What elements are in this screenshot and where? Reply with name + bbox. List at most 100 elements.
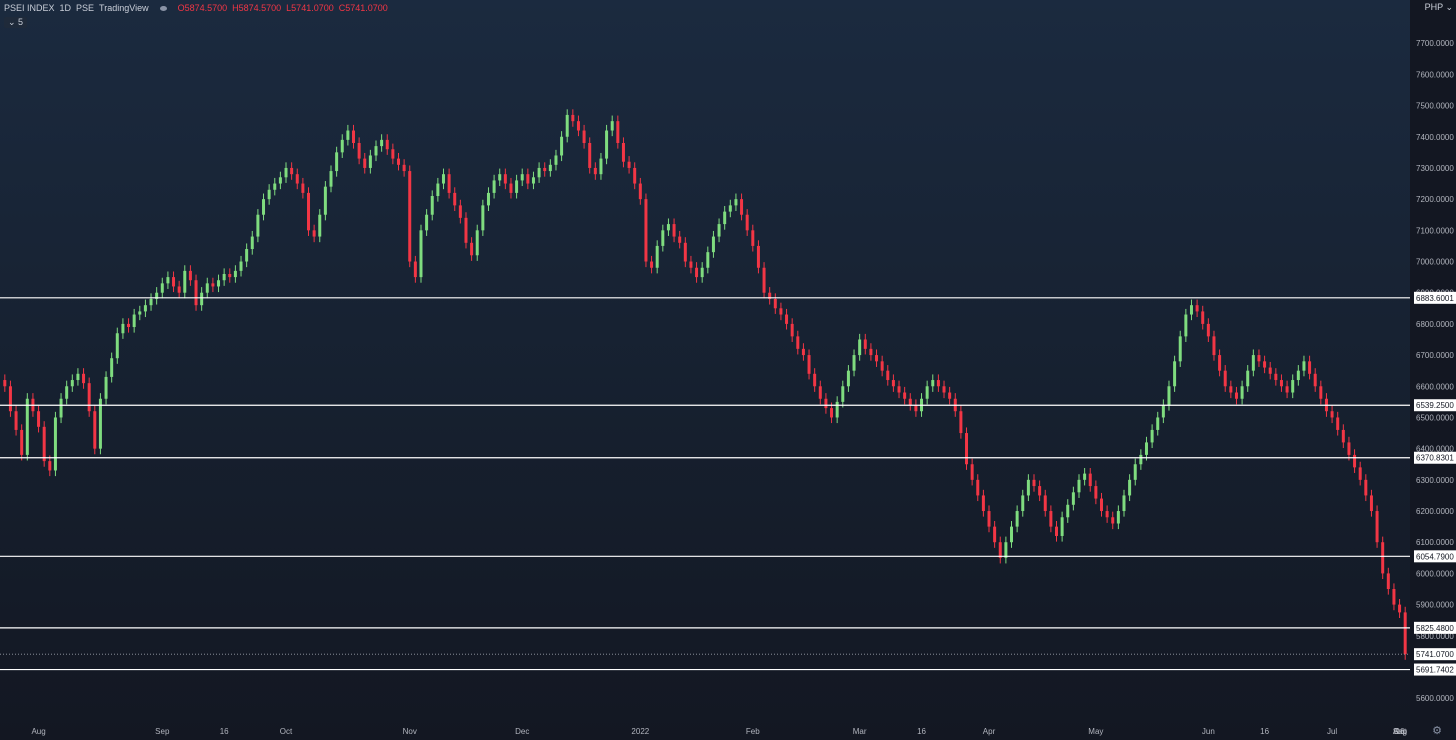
candle-body — [301, 183, 305, 193]
y-tick-label: 7000.0000 — [1416, 258, 1454, 267]
candle-body — [132, 314, 136, 328]
x-tick-label: May — [1088, 727, 1103, 736]
interval-label[interactable]: 1D — [59, 3, 72, 13]
candle-body — [183, 270, 187, 293]
candle-body — [1189, 305, 1193, 315]
candle-body — [1369, 495, 1373, 512]
x-tick-label: 16 — [1396, 727, 1405, 736]
settings-gear-icon[interactable]: ⚙ — [1432, 725, 1442, 737]
candle-body — [773, 298, 777, 309]
candle-body — [1195, 305, 1199, 312]
candle-body — [627, 161, 631, 168]
x-tick-label: 16 — [220, 727, 229, 736]
candle-body — [205, 283, 209, 293]
candle-body — [104, 376, 108, 399]
candle-body — [14, 411, 18, 430]
level-price-label: 6539.2500 — [1416, 401, 1454, 410]
candle-body — [278, 177, 282, 184]
candle-body — [239, 261, 243, 271]
candle-body — [464, 217, 468, 243]
candle-body — [1004, 542, 1008, 558]
candle-body — [172, 277, 176, 287]
candle-body — [441, 174, 445, 184]
candle-body — [233, 270, 237, 278]
candle-body — [1083, 473, 1087, 480]
candle-body — [650, 261, 654, 268]
candle-body — [1077, 479, 1081, 493]
candle-body — [1161, 404, 1165, 418]
candle-body — [678, 236, 682, 243]
x-tick-label: Oct — [1394, 727, 1407, 736]
candle-body — [1302, 361, 1306, 371]
currency-selector[interactable]: PHP ⌄ — [1425, 2, 1453, 13]
y-tick-label: 5600.0000 — [1416, 694, 1454, 703]
candle-body — [1139, 454, 1143, 465]
candle-body — [425, 214, 429, 231]
candle-body — [93, 411, 97, 449]
symbol-label[interactable]: PSEI INDEX — [4, 3, 55, 13]
candle-body — [1178, 336, 1182, 362]
candle-body — [858, 339, 862, 356]
candle-body — [188, 270, 192, 281]
candle-body — [1055, 526, 1058, 536]
candle-body — [779, 308, 783, 315]
candle-body — [886, 370, 890, 381]
level-price-tag — [1414, 550, 1456, 563]
candle-body — [307, 192, 311, 231]
last-price-tag — [1414, 648, 1456, 661]
candle-body — [526, 174, 530, 184]
candle-body — [374, 146, 378, 156]
candle-body — [554, 155, 558, 165]
candle-body — [340, 139, 344, 153]
candle-body — [402, 164, 406, 172]
candle-body — [543, 167, 547, 172]
candle-body — [723, 211, 727, 225]
level-price-label: 6054.7900 — [1416, 552, 1454, 561]
candle-body — [1353, 454, 1357, 468]
candle-body — [1296, 370, 1300, 381]
candle-body — [582, 130, 586, 143]
candle-body — [1223, 370, 1227, 387]
y-tick-label: 6700.0000 — [1416, 351, 1454, 360]
candle-body — [1116, 511, 1120, 524]
y-tick-label: 7200.0000 — [1416, 195, 1454, 204]
candle-body — [1021, 495, 1025, 512]
visibility-icon[interactable] — [159, 5, 167, 11]
level-price-label: 6883.6001 — [1416, 294, 1454, 303]
candle-body — [897, 386, 901, 393]
candle-body — [1071, 492, 1075, 505]
price-axis[interactable] — [1410, 0, 1456, 740]
level-price-tag — [1414, 451, 1456, 464]
candle-body — [1111, 517, 1115, 524]
y-tick-label: 6000.0000 — [1416, 569, 1454, 578]
candle-body — [875, 355, 879, 362]
indicators-collapse-button[interactable]: ⌄ 5 — [4, 17, 28, 28]
level-price-tag — [1414, 291, 1456, 304]
candle-body — [143, 305, 147, 312]
candle-body — [616, 121, 620, 143]
candle-body — [689, 261, 693, 268]
y-tick-label: 5900.0000 — [1416, 601, 1454, 610]
candle-body — [138, 311, 142, 315]
candle-body — [751, 230, 755, 246]
candle-body — [396, 158, 400, 165]
y-tick-label: 7100.0000 — [1416, 226, 1454, 235]
candle-body — [498, 174, 502, 181]
candle-body — [250, 236, 254, 250]
y-tick-label: 7600.0000 — [1416, 70, 1454, 79]
candle-body — [801, 348, 805, 356]
candle-body — [149, 298, 153, 306]
candle-body — [166, 277, 170, 284]
y-tick-label: 6200.0000 — [1416, 507, 1454, 516]
candle-body — [1319, 386, 1323, 399]
candle-body — [948, 392, 952, 399]
candle-body — [352, 130, 355, 143]
candle-body — [1201, 311, 1205, 324]
candle-body — [706, 252, 710, 268]
candle-body — [717, 224, 721, 237]
candle-body — [87, 383, 91, 412]
candle-body — [155, 292, 159, 299]
candle-body — [256, 214, 260, 237]
candle-body — [796, 336, 800, 349]
